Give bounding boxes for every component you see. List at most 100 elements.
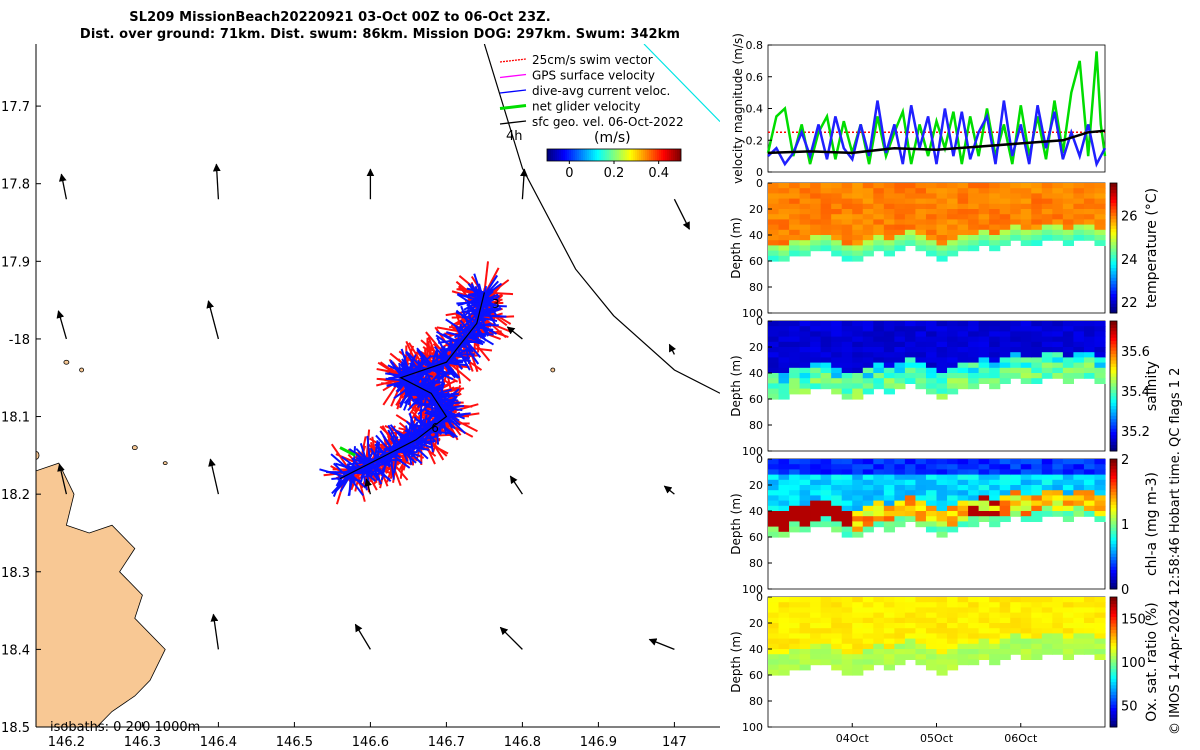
heatmap-cell xyxy=(799,250,811,257)
colorbar-cell xyxy=(1110,645,1117,650)
heatmap-cell xyxy=(768,219,780,226)
heatmap-cell xyxy=(799,188,811,194)
heatmap-cell xyxy=(799,659,811,666)
heatmap-cell xyxy=(1052,203,1064,210)
surface-vector xyxy=(57,463,68,495)
heatmap-cell xyxy=(1083,617,1096,624)
heatmap-cell xyxy=(1052,485,1064,491)
heatmap-cell xyxy=(768,628,780,634)
heatmap-cell xyxy=(1010,198,1022,205)
heatmap-cell xyxy=(915,209,927,215)
heatmap-cell xyxy=(936,214,948,220)
heatmap-cell xyxy=(883,367,895,374)
heatmap-cell xyxy=(841,193,853,200)
heatmap-cell xyxy=(999,464,1011,470)
heatmap-cell xyxy=(1031,229,1043,236)
heatmap-cell xyxy=(1062,511,1075,517)
heatmap-cell xyxy=(852,229,864,236)
y-tick-label: 40 xyxy=(749,367,763,380)
heatmap-cell xyxy=(862,214,874,220)
heatmap-cell xyxy=(999,235,1011,241)
heatmap-cell xyxy=(883,479,895,486)
heatmap-cell xyxy=(936,526,948,533)
heatmap-cell xyxy=(778,623,790,629)
colorbar-cell xyxy=(667,149,670,161)
heatmap-cell xyxy=(968,643,980,650)
heatmap-cell xyxy=(841,326,853,332)
heatmap-cell xyxy=(852,193,864,200)
heatmap-cell xyxy=(1031,235,1043,241)
heatmap-cell xyxy=(947,183,959,189)
colorbar-cell xyxy=(1110,425,1117,429)
heatmap-cell xyxy=(925,183,938,189)
heatmap-cell xyxy=(810,505,822,512)
heatmap-cell xyxy=(883,612,895,619)
heatmap-cell xyxy=(862,383,874,390)
colorbar-cell xyxy=(1110,444,1117,449)
heatmap-cell xyxy=(947,326,959,332)
heatmap-cell xyxy=(789,347,801,353)
heatmap-cell xyxy=(883,521,895,528)
heatmap-cell xyxy=(947,362,959,369)
heatmap-cell xyxy=(810,638,822,645)
colorbar-cell xyxy=(589,149,592,161)
colorbar-cell xyxy=(673,149,676,161)
heatmap-cell xyxy=(852,203,864,210)
heatmap-cell xyxy=(904,214,917,220)
colorbar-cell xyxy=(1110,579,1117,583)
heatmap-cell xyxy=(957,474,969,481)
heatmap-cell xyxy=(852,643,864,650)
track-vector xyxy=(428,390,440,393)
colorbar-cell xyxy=(1110,248,1117,252)
heatmap-cell xyxy=(904,597,917,603)
heatmap-cell xyxy=(778,612,790,619)
heatmap-cell xyxy=(862,240,874,246)
heatmap-cell xyxy=(768,459,780,465)
heatmap-cell xyxy=(1020,219,1032,226)
heatmap-cell xyxy=(810,459,822,465)
track-vector xyxy=(386,454,391,467)
heatmap-cell xyxy=(968,464,980,470)
heatmap-cell xyxy=(894,649,906,655)
heatmap-cell xyxy=(778,521,790,528)
colorbar-cell xyxy=(623,149,626,161)
heatmap-cell xyxy=(999,643,1011,650)
colorbar-cell xyxy=(1110,418,1117,423)
heatmap-cell xyxy=(1073,479,1085,486)
heatmap-cell xyxy=(841,459,853,465)
heatmap-cell xyxy=(883,193,895,200)
heatmap-cell xyxy=(1052,469,1064,476)
colorbar: 012 xyxy=(1109,453,1129,598)
track-vector xyxy=(390,432,407,454)
heatmap-cell xyxy=(978,623,990,629)
heatmap-cell xyxy=(1073,209,1085,215)
colorbar-cell xyxy=(1110,360,1117,364)
heatmap-cell xyxy=(778,341,790,348)
colorbar-cell xyxy=(1110,717,1117,721)
heatmap-cell xyxy=(1094,183,1106,189)
x-tick-label: 06Oct xyxy=(1004,732,1038,745)
heatmap-cell xyxy=(947,643,959,650)
heatmap-cell xyxy=(947,628,959,634)
heatmap-cell xyxy=(947,495,959,502)
heatmap-cell xyxy=(862,654,874,660)
heatmap-cell xyxy=(883,597,895,603)
colorbar-cell xyxy=(1110,306,1117,311)
heatmap-cell xyxy=(799,664,811,671)
heatmap-cell xyxy=(968,183,980,189)
heatmap-cell xyxy=(768,654,780,660)
track-vector xyxy=(470,329,482,344)
colorbar-cell xyxy=(1110,222,1117,226)
heatmap-cell xyxy=(789,331,801,338)
heatmap-cell xyxy=(768,193,780,200)
heatmap-cell xyxy=(894,378,906,384)
heatmap-cell xyxy=(925,659,938,666)
heatmap-cell xyxy=(768,464,780,470)
colorbar-cell xyxy=(1110,447,1117,452)
heatmap-cell xyxy=(1010,357,1022,364)
colorbar-cell xyxy=(1110,465,1117,470)
heatmap-cell xyxy=(1010,638,1022,645)
heatmap-cell xyxy=(862,607,874,614)
heatmap-cell xyxy=(831,602,843,608)
